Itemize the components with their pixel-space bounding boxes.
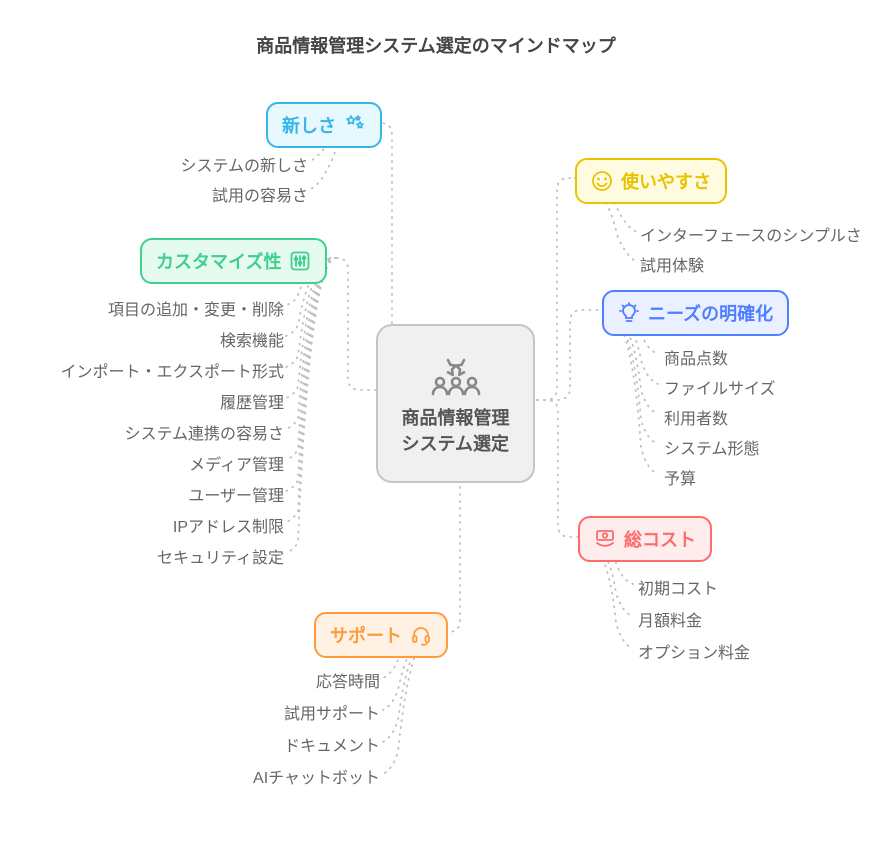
branch-newness-label: 新しさ <box>282 112 336 138</box>
branch-usability: 使いやすさ <box>575 158 727 204</box>
leaf-custom-24: セキュリティ設定 <box>157 544 284 568</box>
leaf-needs-4: 商品点数 <box>664 345 728 369</box>
branch-custom: カスタマイズ性 <box>140 238 327 284</box>
branch-newness: 新しさ <box>266 102 382 148</box>
leaf-support-15: AIチャットボット <box>253 764 380 788</box>
leaf-needs-7: システム形態 <box>664 435 760 459</box>
leaf-custom-21: メディア管理 <box>189 451 284 475</box>
leaf-support-14: ドキュメント <box>284 732 380 756</box>
leaf-usability-3: 試用体験 <box>640 252 704 276</box>
leaf-custom-18: インポート・エクスポート形式 <box>60 358 284 382</box>
center-line1: 商品情報管理 <box>402 404 510 430</box>
leaf-usability-2: インターフェースのシンプルさ <box>640 222 862 246</box>
branch-support: サポート <box>314 612 448 658</box>
leaf-custom-19: 履歴管理 <box>220 389 284 413</box>
branch-cost: 総コスト <box>578 516 712 562</box>
branch-needs: ニーズの明確化 <box>602 290 789 336</box>
center-line2: システム選定 <box>402 430 510 456</box>
leaf-support-12: 応答時間 <box>316 668 380 692</box>
team-icon <box>428 352 484 396</box>
leaf-support-13: 試用サポート <box>284 700 380 724</box>
leaf-custom-23: IPアドレス制限 <box>173 513 284 537</box>
branch-usability-label: 使いやすさ <box>621 168 711 194</box>
headset-icon <box>410 624 432 646</box>
branch-cost-label: 総コスト <box>624 526 696 552</box>
leaf-needs-6: 利用者数 <box>664 405 728 429</box>
leaf-cost-11: オプション料金 <box>638 639 750 663</box>
sliders-icon <box>289 250 311 272</box>
leaf-custom-17: 検索機能 <box>220 327 284 351</box>
leaf-cost-10: 月額料金 <box>638 607 702 631</box>
bulb-icon <box>618 302 640 324</box>
leaf-newness-1: 試用の容易さ <box>212 182 308 206</box>
page-title: 商品情報管理システム選定のマインドマップ <box>0 32 872 58</box>
leaf-cost-9: 初期コスト <box>638 575 718 599</box>
smile-icon <box>591 170 613 192</box>
branch-support-label: サポート <box>330 622 402 648</box>
leaf-needs-8: 予算 <box>664 465 696 489</box>
stars-icon <box>344 114 366 136</box>
leaf-custom-22: ユーザー管理 <box>188 482 284 506</box>
branch-needs-label: ニーズの明確化 <box>648 300 773 326</box>
money-icon <box>594 528 616 550</box>
leaf-newness-0: システムの新しさ <box>180 152 308 176</box>
leaf-needs-5: ファイルサイズ <box>664 375 776 399</box>
branch-custom-label: カスタマイズ性 <box>156 248 281 274</box>
leaf-custom-20: システム連携の容易さ <box>124 420 284 444</box>
center-node: 商品情報管理 システム選定 <box>376 324 535 483</box>
leaf-custom-16: 項目の追加・変更・削除 <box>108 296 284 320</box>
